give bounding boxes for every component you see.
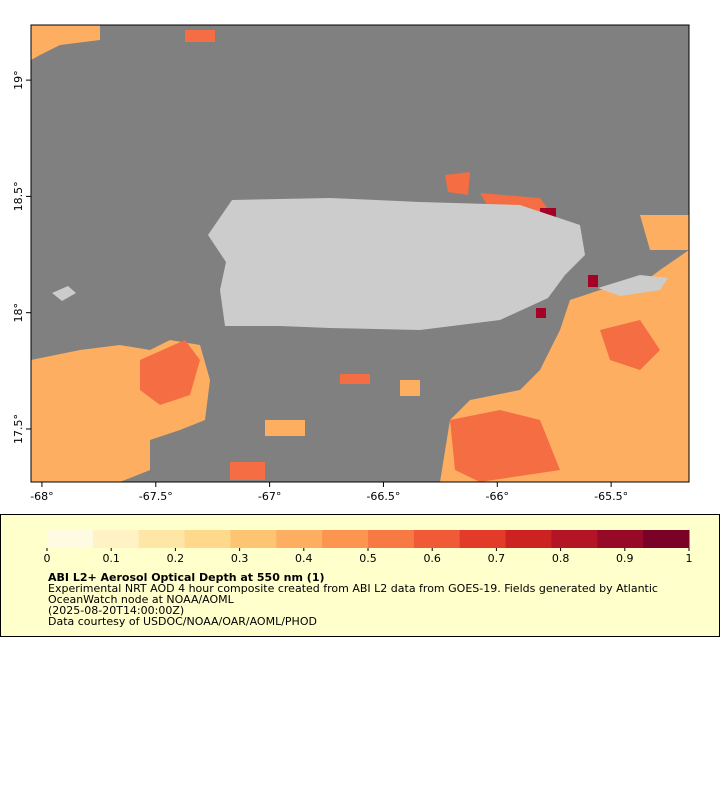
colorbar-step (597, 530, 644, 548)
colorbar-tick-label: 0.1 (102, 552, 120, 565)
y-tick-label: 17.5° (12, 414, 25, 444)
colorbar-step (551, 530, 598, 548)
colorbar-step (322, 530, 369, 548)
colorbar-step (138, 530, 186, 548)
colorbar-step (184, 530, 231, 548)
colorbar-step (368, 530, 415, 548)
y-tick-label: 19° (12, 70, 25, 90)
map-frame (30, 24, 690, 483)
colorbar-step (413, 530, 461, 548)
legend-line: OceanWatch node at NOAA/AOML (48, 593, 235, 606)
colorbar-tick-label: 0 (44, 552, 51, 565)
colorbar-tick-label: 0.5 (359, 552, 377, 565)
colorbar-step (459, 530, 507, 548)
colorbar-tick-label: 0.7 (488, 552, 506, 565)
y-tick-label: 18° (12, 303, 25, 323)
y-tick-label: 18.5° (12, 181, 25, 211)
colorbar-tick-label: 0.3 (231, 552, 249, 565)
x-tick-label: -67° (258, 490, 281, 503)
colorbar-step (505, 530, 552, 548)
x-tick-label: -65.5° (594, 490, 628, 503)
x-tick-label: -67.5° (139, 490, 173, 503)
colorbar-tick-label: 0.8 (552, 552, 570, 565)
land-mona (52, 286, 76, 301)
aerosol-patches-high (140, 30, 660, 482)
colorbar-step (276, 530, 323, 548)
legend-line: Experimental NRT AOD 4 hour composite cr… (48, 582, 658, 595)
map-area (30, 24, 690, 483)
land-puerto-rico (208, 198, 585, 330)
legend-title: ABI L2+ Aerosol Optical Depth at 550 nm … (48, 571, 325, 584)
colorbar-step (643, 530, 690, 548)
land-vieques (598, 275, 668, 296)
colorbar-tick-label: 0.9 (616, 552, 634, 565)
colorbar-step (230, 530, 277, 548)
colorbar-tick-label: 0.4 (295, 552, 313, 565)
colorbar-tick-label: 0.6 (423, 552, 441, 565)
colorbar-tick-label: 0.2 (167, 552, 185, 565)
x-tick-label: -66° (486, 490, 509, 503)
x-tick-label: -66.5° (366, 490, 400, 503)
colorbar-step (92, 530, 140, 548)
legend-line: (2025-08-20T14:00:00Z) (48, 604, 184, 617)
x-tick-label: -68° (30, 490, 53, 503)
legend-line: Data courtesy of USDOC/NOAA/OAR/AOML/PHO… (48, 615, 317, 628)
colorbar-step (47, 530, 94, 548)
colorbar-tick-label: 1 (686, 552, 693, 565)
